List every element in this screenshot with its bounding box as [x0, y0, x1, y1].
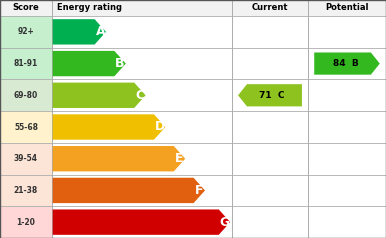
- Bar: [308, 0, 386, 16]
- Bar: [308, 111, 386, 143]
- Bar: [52, 79, 232, 111]
- Text: G: G: [219, 216, 230, 229]
- Bar: [232, 143, 308, 174]
- Bar: [52, 111, 232, 143]
- Text: 1-20: 1-20: [17, 218, 36, 227]
- Bar: [52, 143, 232, 174]
- Text: F: F: [195, 184, 203, 197]
- Bar: [232, 174, 308, 206]
- Bar: [308, 79, 386, 111]
- Polygon shape: [52, 114, 165, 140]
- Polygon shape: [52, 51, 126, 76]
- Bar: [0, 79, 52, 111]
- Polygon shape: [52, 178, 205, 203]
- Bar: [308, 143, 386, 174]
- Bar: [308, 206, 386, 238]
- Bar: [232, 16, 308, 48]
- Bar: [232, 206, 308, 238]
- Text: 69-80: 69-80: [14, 91, 38, 100]
- Text: Potential: Potential: [325, 4, 369, 13]
- Bar: [0, 16, 52, 48]
- Bar: [52, 48, 232, 79]
- Text: D: D: [154, 120, 165, 134]
- Polygon shape: [52, 146, 185, 171]
- Text: 55-68: 55-68: [14, 123, 38, 132]
- Bar: [0, 111, 52, 143]
- Bar: [0, 48, 52, 79]
- Text: B: B: [115, 57, 125, 70]
- Text: 84  B: 84 B: [333, 59, 359, 68]
- Text: 71  C: 71 C: [259, 91, 284, 100]
- Bar: [232, 48, 308, 79]
- Text: A: A: [95, 25, 105, 38]
- Text: 39-54: 39-54: [14, 154, 38, 163]
- Text: C: C: [135, 89, 144, 102]
- Bar: [0, 174, 52, 206]
- Bar: [52, 206, 232, 238]
- Text: 81-91: 81-91: [14, 59, 38, 68]
- Bar: [232, 0, 308, 16]
- Text: Score: Score: [13, 4, 39, 13]
- Bar: [308, 48, 386, 79]
- Text: Energy rating: Energy rating: [57, 4, 122, 13]
- Polygon shape: [238, 84, 302, 106]
- Text: E: E: [175, 152, 184, 165]
- Polygon shape: [52, 19, 106, 45]
- Text: 21-38: 21-38: [14, 186, 38, 195]
- Text: 92+: 92+: [18, 27, 34, 36]
- Bar: [0, 0, 52, 16]
- Bar: [232, 79, 308, 111]
- Polygon shape: [52, 83, 146, 108]
- Bar: [308, 16, 386, 48]
- Bar: [308, 174, 386, 206]
- Bar: [52, 174, 232, 206]
- Bar: [232, 111, 308, 143]
- Bar: [0, 143, 52, 174]
- Text: Current: Current: [252, 4, 288, 13]
- Bar: [0, 206, 52, 238]
- Bar: [52, 16, 232, 48]
- Bar: [52, 0, 232, 16]
- Polygon shape: [314, 52, 380, 75]
- Polygon shape: [52, 209, 230, 235]
